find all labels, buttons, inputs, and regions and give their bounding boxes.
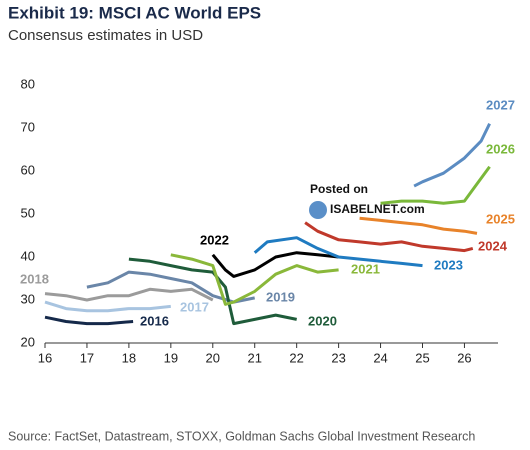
series-label: 2018	[20, 271, 49, 286]
series-label: 2025	[486, 211, 515, 226]
series-label: 2026	[486, 141, 515, 156]
x-tick-label: 25	[415, 350, 429, 365]
series-line	[413, 123, 491, 188]
series-line	[44, 287, 214, 302]
series-line	[211, 251, 339, 278]
series-line	[359, 216, 478, 235]
x-tick-label: 19	[164, 350, 178, 365]
series-line	[86, 270, 255, 304]
series-line	[170, 253, 339, 306]
series-line	[44, 315, 134, 326]
series-line	[44, 300, 171, 313]
y-tick-label: 50	[21, 205, 35, 220]
series-label: 2019	[266, 289, 295, 304]
x-tick-label: 23	[331, 350, 345, 365]
chart-title: Exhibit 19: MSCI AC World EPS	[8, 3, 261, 22]
watermark: ISABELNET.com	[330, 202, 425, 216]
series-line	[304, 221, 474, 253]
x-tick-label: 20	[206, 350, 220, 365]
x-tick-label: 18	[122, 350, 136, 365]
series-label: 2021	[351, 261, 380, 276]
y-tick-label: 70	[21, 119, 35, 134]
watermark: Posted on	[310, 182, 368, 196]
series-line	[380, 165, 491, 205]
series-label: 2027	[486, 97, 515, 112]
chart-subtitle: Consensus estimates in USD	[8, 27, 203, 44]
y-tick-label: 80	[21, 76, 35, 91]
x-tick-label: 16	[38, 350, 52, 365]
x-tick-label: 17	[80, 350, 94, 365]
series-label: 2023	[434, 257, 463, 272]
x-tick-label: 24	[373, 350, 387, 365]
series-label: 2020	[308, 313, 337, 328]
x-tick-label: 22	[289, 350, 303, 365]
y-tick-label: 20	[21, 334, 35, 349]
series-label: 2017	[180, 299, 209, 314]
series-label: 2022	[200, 232, 229, 247]
y-tick-label: 40	[21, 248, 35, 263]
series-line	[253, 236, 423, 268]
series-line	[128, 257, 298, 326]
x-tick-label: 26	[457, 350, 471, 365]
series-label: 2016	[140, 313, 169, 328]
watermark-logo	[309, 201, 327, 219]
y-tick-label: 60	[21, 162, 35, 177]
source: Source: FactSet, Datastream, STOXX, Gold…	[8, 429, 475, 443]
series-label: 2024	[478, 238, 508, 253]
x-tick-label: 21	[247, 350, 261, 365]
y-tick-label: 30	[21, 291, 35, 306]
